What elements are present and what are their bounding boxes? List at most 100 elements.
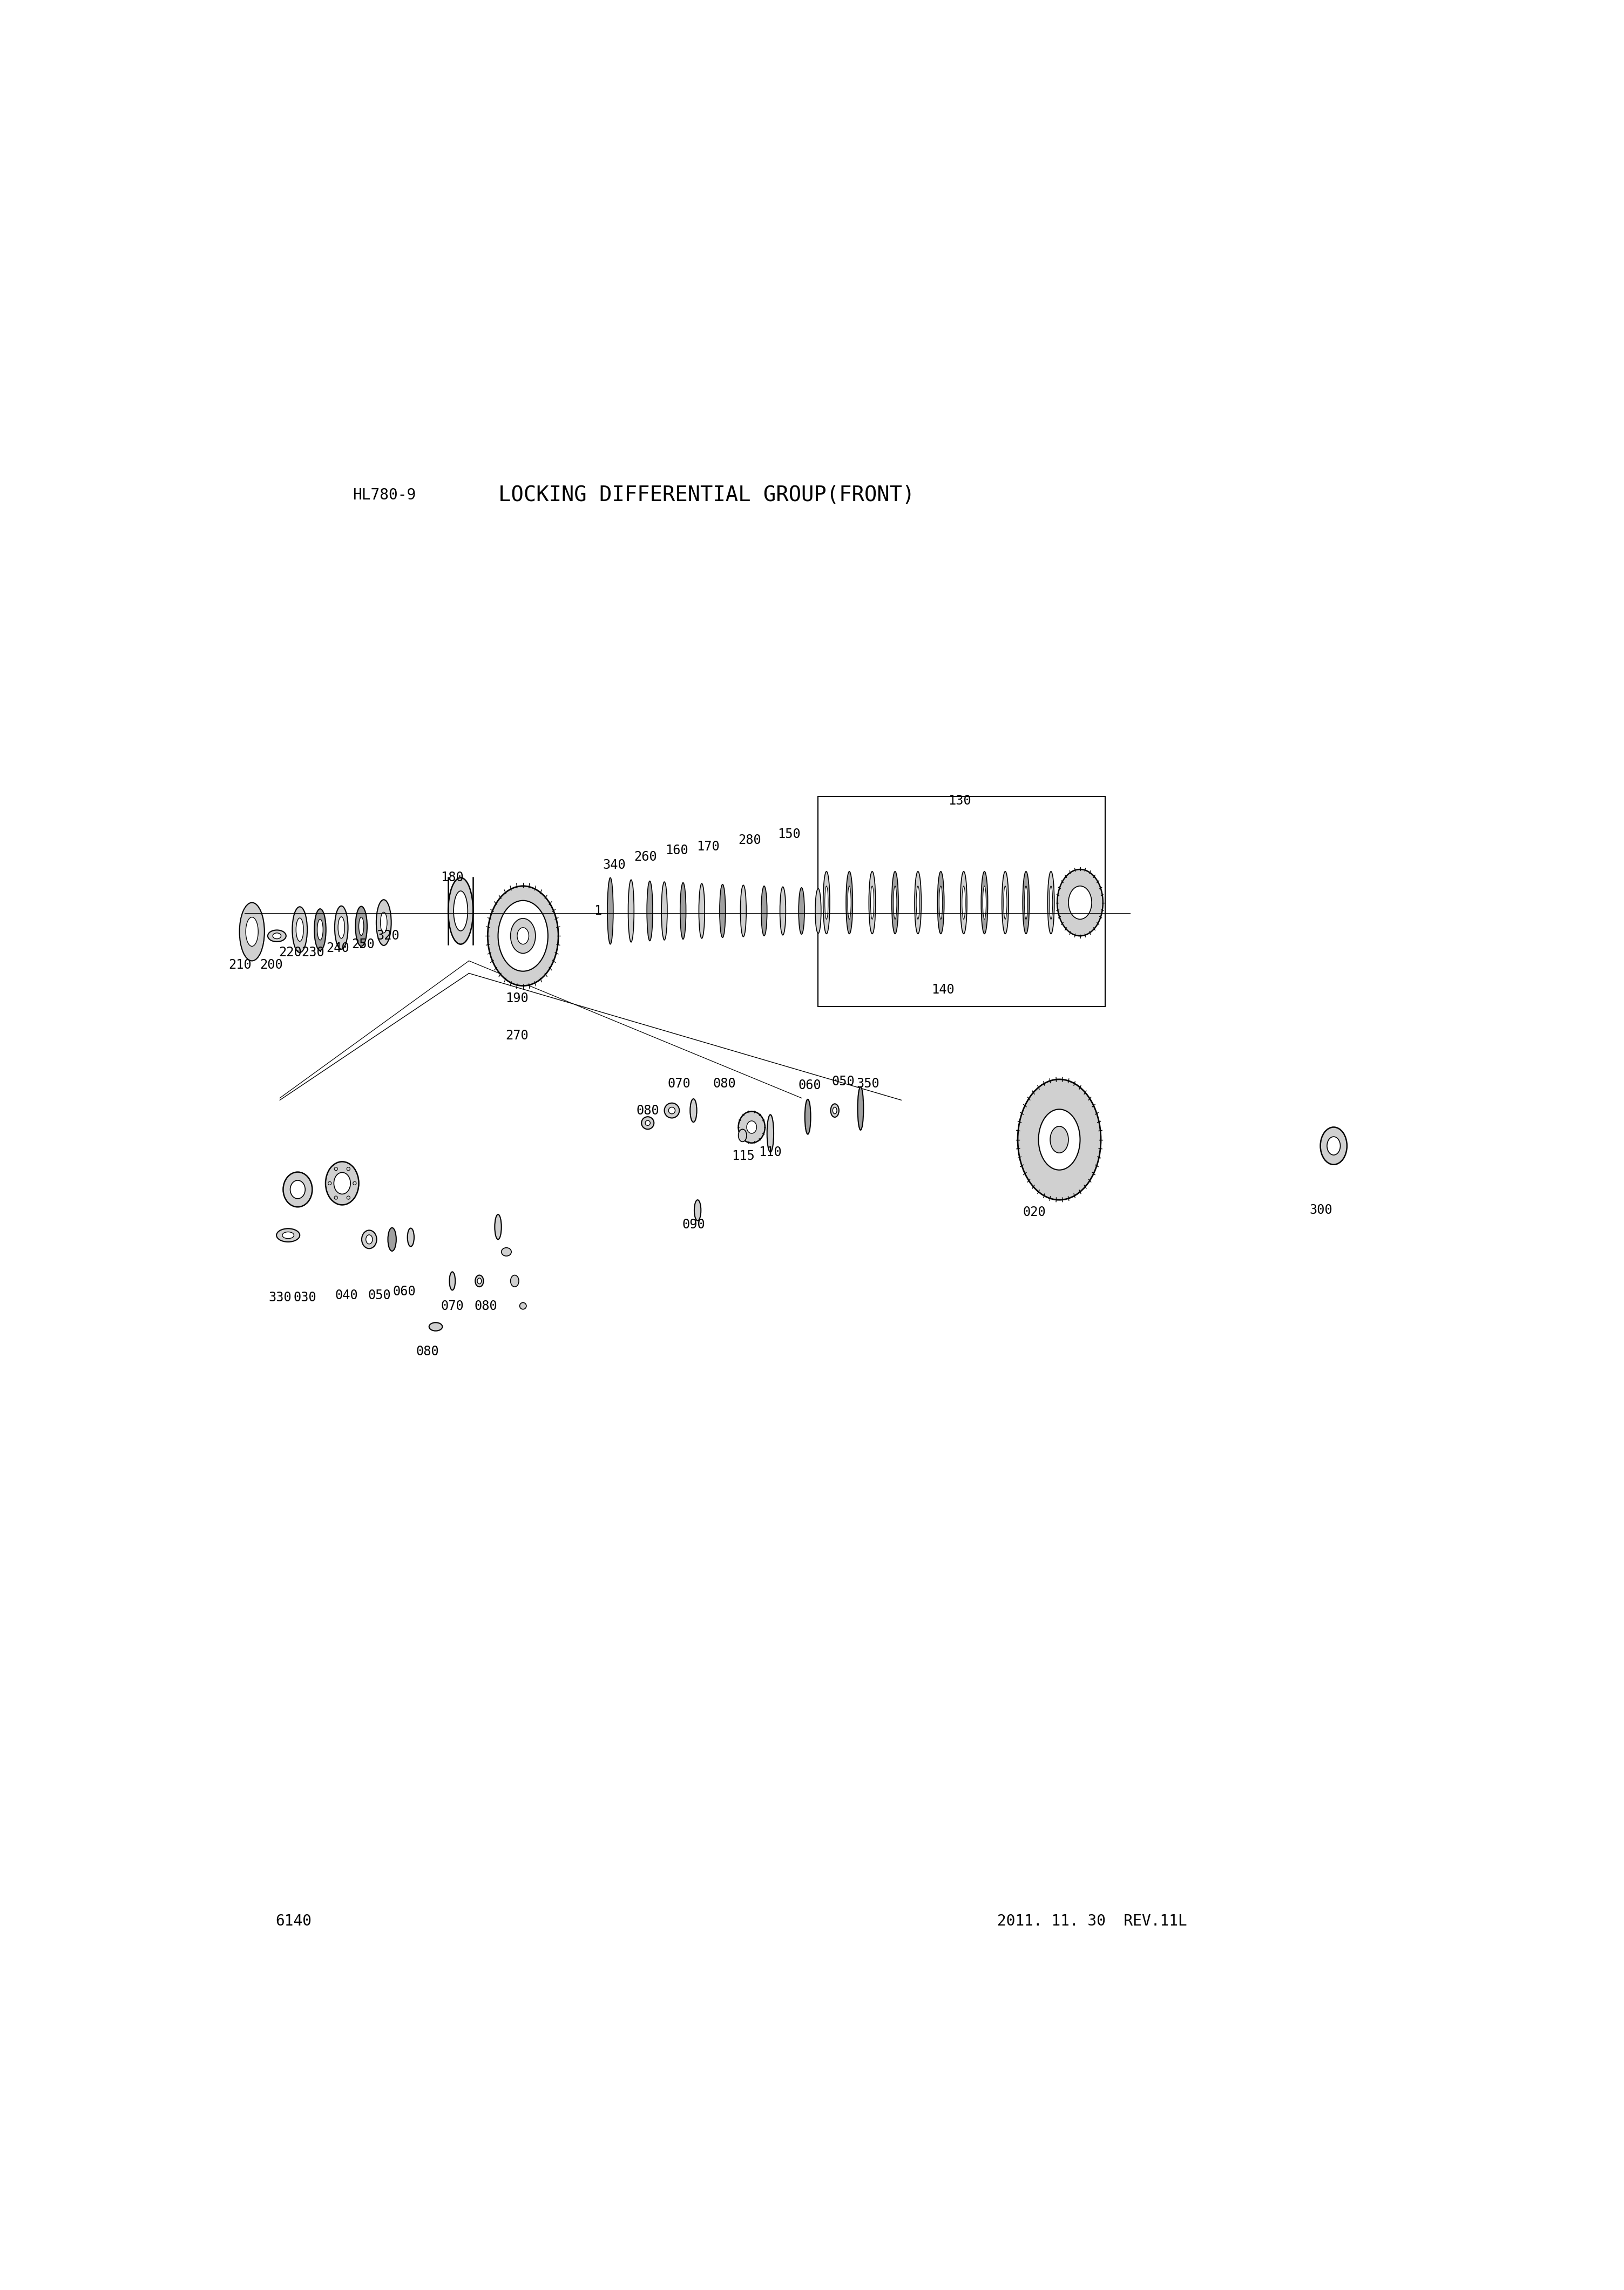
Ellipse shape — [476, 1276, 484, 1287]
Ellipse shape — [1018, 1079, 1101, 1200]
Ellipse shape — [429, 1324, 442, 1330]
Text: 260: 260 — [633, 850, 658, 863]
Text: 060: 060 — [799, 1079, 822, 1092]
Ellipse shape — [960, 872, 966, 934]
Text: 050: 050 — [831, 1074, 854, 1088]
Ellipse shape — [698, 884, 705, 939]
Ellipse shape — [869, 872, 875, 934]
Ellipse shape — [680, 882, 685, 939]
Ellipse shape — [1072, 872, 1080, 934]
Ellipse shape — [359, 918, 364, 937]
Text: 080: 080 — [416, 1344, 438, 1358]
Ellipse shape — [315, 909, 326, 950]
Ellipse shape — [1073, 886, 1078, 918]
Ellipse shape — [1049, 886, 1052, 918]
Ellipse shape — [961, 886, 965, 918]
Text: 110: 110 — [758, 1145, 781, 1159]
Circle shape — [669, 1106, 676, 1113]
Ellipse shape — [846, 872, 853, 934]
Ellipse shape — [1069, 886, 1091, 918]
Ellipse shape — [747, 1120, 757, 1134]
Ellipse shape — [335, 1172, 351, 1193]
Ellipse shape — [892, 872, 898, 934]
Ellipse shape — [741, 886, 747, 937]
Ellipse shape — [365, 1234, 372, 1243]
Ellipse shape — [739, 1129, 747, 1143]
Ellipse shape — [767, 1115, 773, 1152]
Ellipse shape — [510, 918, 536, 953]
Text: 020: 020 — [1023, 1207, 1046, 1218]
Text: 160: 160 — [666, 845, 689, 856]
Text: 330: 330 — [268, 1292, 291, 1303]
Ellipse shape — [1051, 1127, 1069, 1152]
Ellipse shape — [823, 872, 830, 934]
Ellipse shape — [487, 886, 559, 985]
Ellipse shape — [317, 918, 323, 939]
Ellipse shape — [661, 882, 667, 939]
Ellipse shape — [914, 872, 921, 934]
Text: 080: 080 — [713, 1076, 736, 1090]
Circle shape — [328, 1182, 331, 1184]
Ellipse shape — [245, 918, 258, 946]
Ellipse shape — [296, 918, 304, 941]
Ellipse shape — [1004, 886, 1007, 918]
Ellipse shape — [695, 1200, 702, 1221]
Text: 190: 190 — [505, 992, 528, 1005]
Ellipse shape — [1038, 1108, 1080, 1170]
Text: 240: 240 — [326, 941, 349, 955]
Ellipse shape — [510, 1276, 518, 1287]
Ellipse shape — [335, 907, 348, 948]
Ellipse shape — [1320, 1127, 1346, 1166]
Text: 6140: 6140 — [276, 1914, 312, 1928]
Ellipse shape — [870, 886, 874, 918]
Text: 070: 070 — [667, 1076, 690, 1090]
Ellipse shape — [408, 1227, 414, 1246]
Ellipse shape — [1025, 886, 1028, 918]
Ellipse shape — [1047, 872, 1054, 934]
Text: 220: 220 — [279, 946, 302, 960]
Circle shape — [641, 1118, 654, 1129]
Ellipse shape — [502, 1248, 512, 1255]
Ellipse shape — [276, 1230, 300, 1241]
Text: 115: 115 — [732, 1150, 755, 1163]
Ellipse shape — [338, 916, 344, 939]
Text: 030: 030 — [294, 1292, 317, 1303]
Ellipse shape — [377, 900, 391, 946]
Text: 130: 130 — [948, 795, 971, 808]
Ellipse shape — [380, 911, 387, 932]
Circle shape — [645, 1120, 650, 1124]
Ellipse shape — [690, 1099, 697, 1122]
Ellipse shape — [607, 877, 614, 943]
Ellipse shape — [833, 1106, 836, 1113]
Text: HL780-9: HL780-9 — [352, 488, 416, 504]
Text: 080: 080 — [474, 1298, 497, 1312]
Bar — [818, 797, 1104, 1008]
Text: LOCKING DIFFERENTIAL GROUP(FRONT): LOCKING DIFFERENTIAL GROUP(FRONT) — [499, 485, 914, 506]
Ellipse shape — [799, 889, 804, 934]
Ellipse shape — [916, 886, 919, 918]
Ellipse shape — [739, 1111, 765, 1143]
Circle shape — [335, 1195, 338, 1200]
Ellipse shape — [939, 886, 942, 918]
Ellipse shape — [453, 891, 468, 932]
Text: 270: 270 — [505, 1028, 528, 1042]
Text: 210: 210 — [229, 960, 252, 971]
Ellipse shape — [780, 886, 786, 934]
Ellipse shape — [762, 886, 767, 937]
Text: 060: 060 — [393, 1285, 416, 1298]
Ellipse shape — [981, 872, 987, 934]
Text: 230: 230 — [302, 946, 325, 960]
Ellipse shape — [291, 1179, 305, 1198]
Ellipse shape — [273, 932, 281, 939]
Ellipse shape — [283, 1172, 312, 1207]
Ellipse shape — [983, 886, 986, 918]
Ellipse shape — [450, 1271, 455, 1289]
Text: 200: 200 — [260, 960, 283, 971]
Ellipse shape — [848, 886, 851, 918]
Ellipse shape — [520, 1303, 526, 1310]
Text: 170: 170 — [697, 840, 719, 852]
Text: 250: 250 — [351, 937, 375, 950]
Text: 090: 090 — [682, 1218, 705, 1232]
Ellipse shape — [499, 900, 547, 971]
Text: 040: 040 — [335, 1289, 357, 1303]
